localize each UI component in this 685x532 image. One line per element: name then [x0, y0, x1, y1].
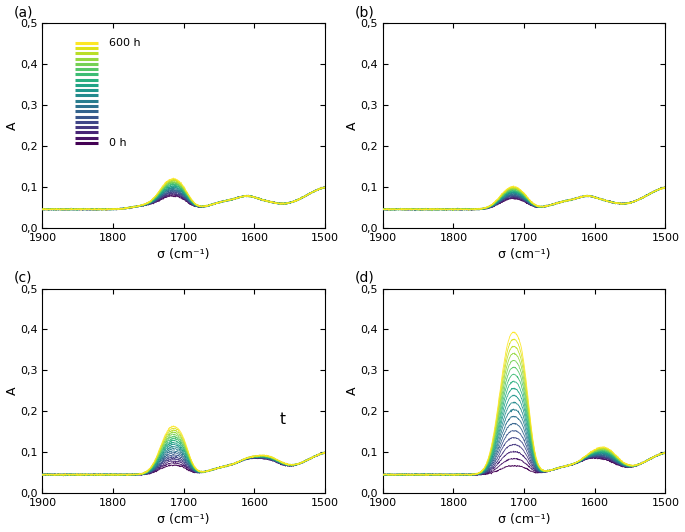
Text: (d): (d) — [355, 270, 374, 285]
Y-axis label: A: A — [346, 121, 359, 130]
Text: (c): (c) — [14, 270, 33, 285]
Y-axis label: A: A — [346, 387, 359, 395]
X-axis label: σ (cm⁻¹): σ (cm⁻¹) — [498, 513, 550, 527]
Y-axis label: A: A — [5, 121, 18, 130]
X-axis label: σ (cm⁻¹): σ (cm⁻¹) — [158, 513, 210, 527]
Text: (a): (a) — [14, 5, 34, 19]
Text: 0 h: 0 h — [109, 138, 127, 148]
Text: (b): (b) — [355, 5, 374, 19]
X-axis label: σ (cm⁻¹): σ (cm⁻¹) — [498, 248, 550, 261]
Text: t: t — [279, 412, 286, 427]
X-axis label: σ (cm⁻¹): σ (cm⁻¹) — [158, 248, 210, 261]
Text: 600 h: 600 h — [109, 38, 140, 48]
Y-axis label: A: A — [5, 387, 18, 395]
